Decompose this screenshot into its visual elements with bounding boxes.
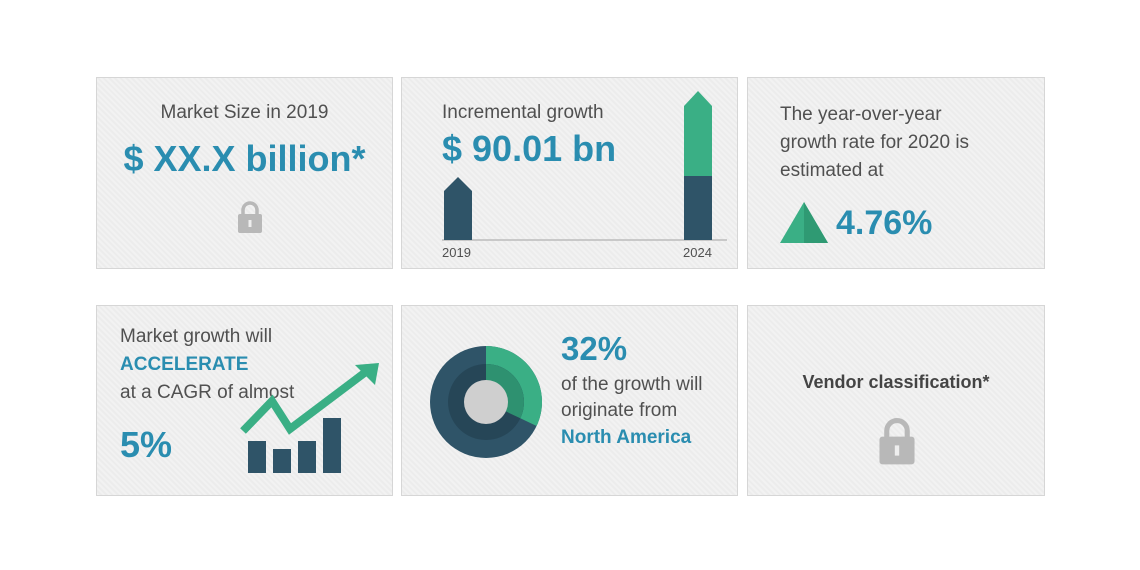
lock-icon <box>238 201 262 233</box>
market-size-value: $ XX.X billion* <box>123 138 366 179</box>
lock-icon <box>879 418 915 465</box>
yoy-value: 4.76% <box>836 204 933 242</box>
incremental-label: Incremental growth <box>442 102 604 123</box>
market-size-label: Market Size in 2019 <box>160 102 329 123</box>
incremental-growth-card: Incremental growth $ 90.01 bn 2019 2024 <box>401 77 738 269</box>
bar-2024-increment <box>684 91 712 176</box>
yoy-line2: growth rate for 2020 is <box>780 132 970 153</box>
region-name: North America <box>561 427 692 448</box>
cagr-value: 5% <box>120 424 173 465</box>
yoy-line3: estimated at <box>780 160 884 181</box>
triangle-up-icon <box>780 202 828 243</box>
growth-bars <box>442 91 727 241</box>
incremental-value: $ 90.01 bn <box>442 128 617 169</box>
yoy-card: The year-over-year growth rate for 2020 … <box>747 77 1045 269</box>
yoy-line1: The year-over-year <box>780 104 942 125</box>
region-line1: of the growth will <box>561 374 703 395</box>
growth-chart-icon <box>240 363 379 473</box>
vendor-label: Vendor classification* <box>802 372 990 392</box>
region-donut <box>430 346 542 458</box>
region-line2: originate from <box>561 400 678 421</box>
year-end: 2024 <box>683 245 712 260</box>
market-size-card: Market Size in 2019 $ XX.X billion* <box>96 77 393 269</box>
bar-2019 <box>444 177 472 240</box>
region-value: 32% <box>561 330 628 367</box>
cagr-line1: Market growth will <box>120 326 273 347</box>
vendor-card: Vendor classification* <box>747 305 1045 496</box>
year-start: 2019 <box>442 245 471 260</box>
cagr-line2: at a CAGR of almost <box>120 382 295 403</box>
region-card: 32% of the growth will originate from No… <box>401 305 738 496</box>
cagr-card: Market growth will ACCELERATE at a CAGR … <box>96 305 393 496</box>
bar-2024-base <box>684 176 712 240</box>
cagr-highlight: ACCELERATE <box>120 354 249 375</box>
